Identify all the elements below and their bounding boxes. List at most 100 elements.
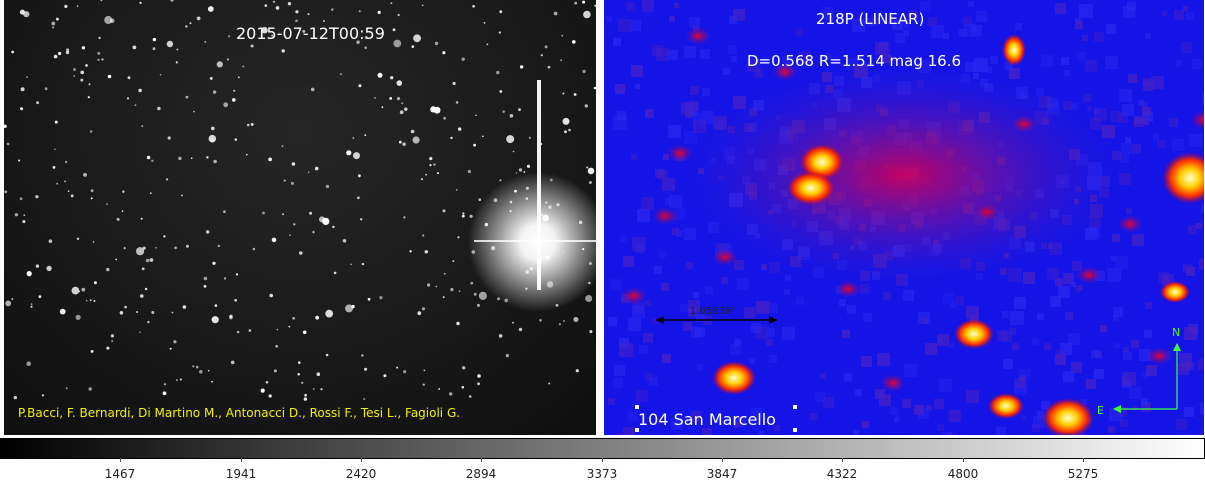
- star: [250, 44, 254, 48]
- star: [310, 87, 315, 92]
- star: [87, 96, 90, 99]
- star: [442, 51, 446, 55]
- noise-pixel: [668, 50, 678, 60]
- noise-pixel: [672, 228, 679, 235]
- star: [203, 284, 207, 288]
- star: [116, 217, 120, 221]
- star: [564, 130, 567, 134]
- noise-pixel: [1075, 21, 1083, 29]
- noise-pixel: [662, 354, 671, 363]
- star: [54, 148, 56, 151]
- noise-pixel: [628, 318, 641, 331]
- noise-pixel: [1058, 286, 1070, 298]
- faint-source: [835, 280, 861, 298]
- noise-pixel: [943, 293, 954, 304]
- noise-pixel: [860, 284, 870, 294]
- bright-star: [712, 361, 756, 395]
- noise-pixel: [863, 313, 872, 322]
- noise-pixel: [643, 333, 653, 343]
- noise-pixel: [641, 197, 654, 210]
- star: [85, 64, 88, 67]
- noise-pixel: [1071, 362, 1082, 373]
- colorbar: [0, 438, 1205, 459]
- faint-source: [652, 207, 678, 225]
- star: [136, 311, 139, 313]
- star: [421, 307, 426, 311]
- star: [346, 150, 352, 156]
- noise-pixel: [847, 305, 856, 314]
- star: [478, 198, 482, 201]
- noise-pixel: [904, 364, 917, 377]
- noise-pixel: [768, 303, 778, 313]
- star: [462, 212, 465, 215]
- false-color-image-panel: 218P (LINEAR) D=0.568 R=1.514 mag 16.6 1…: [604, 0, 1204, 435]
- star: [207, 369, 210, 372]
- noise-pixel: [671, 418, 683, 430]
- star: [38, 295, 42, 298]
- star: [281, 145, 284, 148]
- noise-pixel: [623, 256, 634, 267]
- noise-pixel: [879, 394, 891, 406]
- star: [216, 61, 223, 68]
- noise-pixel: [892, 19, 903, 30]
- star: [181, 194, 183, 197]
- scale-bar-arrow: [656, 316, 664, 324]
- noise-pixel: [690, 86, 699, 95]
- star: [374, 97, 376, 99]
- noise-pixel: [1055, 278, 1063, 286]
- noise-pixel: [758, 431, 764, 435]
- star: [146, 155, 151, 160]
- star: [207, 6, 214, 12]
- noise-pixel: [691, 411, 702, 422]
- star: [122, 190, 125, 193]
- star: [351, 304, 355, 309]
- noise-pixel: [669, 195, 682, 208]
- noise-pixel: [631, 65, 643, 77]
- star: [149, 258, 154, 262]
- noise-pixel: [1002, 311, 1009, 318]
- noise-pixel: [632, 305, 645, 318]
- noise-pixel: [684, 131, 697, 144]
- noise-pixel: [1200, 403, 1204, 415]
- noise-pixel: [796, 29, 803, 36]
- star: [65, 50, 70, 55]
- noise-pixel: [820, 373, 826, 379]
- star: [4, 190, 8, 194]
- star: [429, 164, 432, 167]
- star: [67, 190, 70, 192]
- star: [389, 97, 393, 100]
- star: [297, 372, 301, 376]
- noise-pixel: [1094, 109, 1099, 114]
- noise-pixel: [1144, 330, 1152, 338]
- star: [147, 320, 150, 324]
- star: [196, 16, 201, 21]
- noise-pixel: [926, 405, 932, 411]
- star: [56, 182, 59, 185]
- star: [449, 392, 453, 396]
- noise-pixel: [1113, 307, 1123, 317]
- noise-pixel: [691, 327, 702, 338]
- star: [174, 246, 177, 250]
- noise-pixel: [1044, 343, 1051, 350]
- star: [461, 214, 465, 218]
- star: [185, 25, 188, 28]
- noise-pixel: [610, 279, 621, 290]
- noise-pixel: [623, 427, 635, 435]
- star: [412, 136, 420, 144]
- noise-pixel: [1010, 311, 1024, 325]
- noise-pixel: [639, 345, 648, 354]
- noise-pixel: [1064, 70, 1070, 76]
- noise-pixel: [1199, 431, 1204, 435]
- star: [193, 110, 195, 113]
- noise-pixel: [734, 260, 744, 270]
- star: [80, 70, 84, 75]
- star: [461, 57, 465, 61]
- noise-pixel: [761, 264, 767, 270]
- noise-pixel: [949, 343, 954, 348]
- star: [398, 140, 402, 144]
- star: [302, 30, 306, 33]
- noise-pixel: [922, 318, 928, 324]
- noise-pixel: [1188, 324, 1198, 334]
- star: [235, 273, 239, 276]
- bright-star: [1002, 34, 1026, 66]
